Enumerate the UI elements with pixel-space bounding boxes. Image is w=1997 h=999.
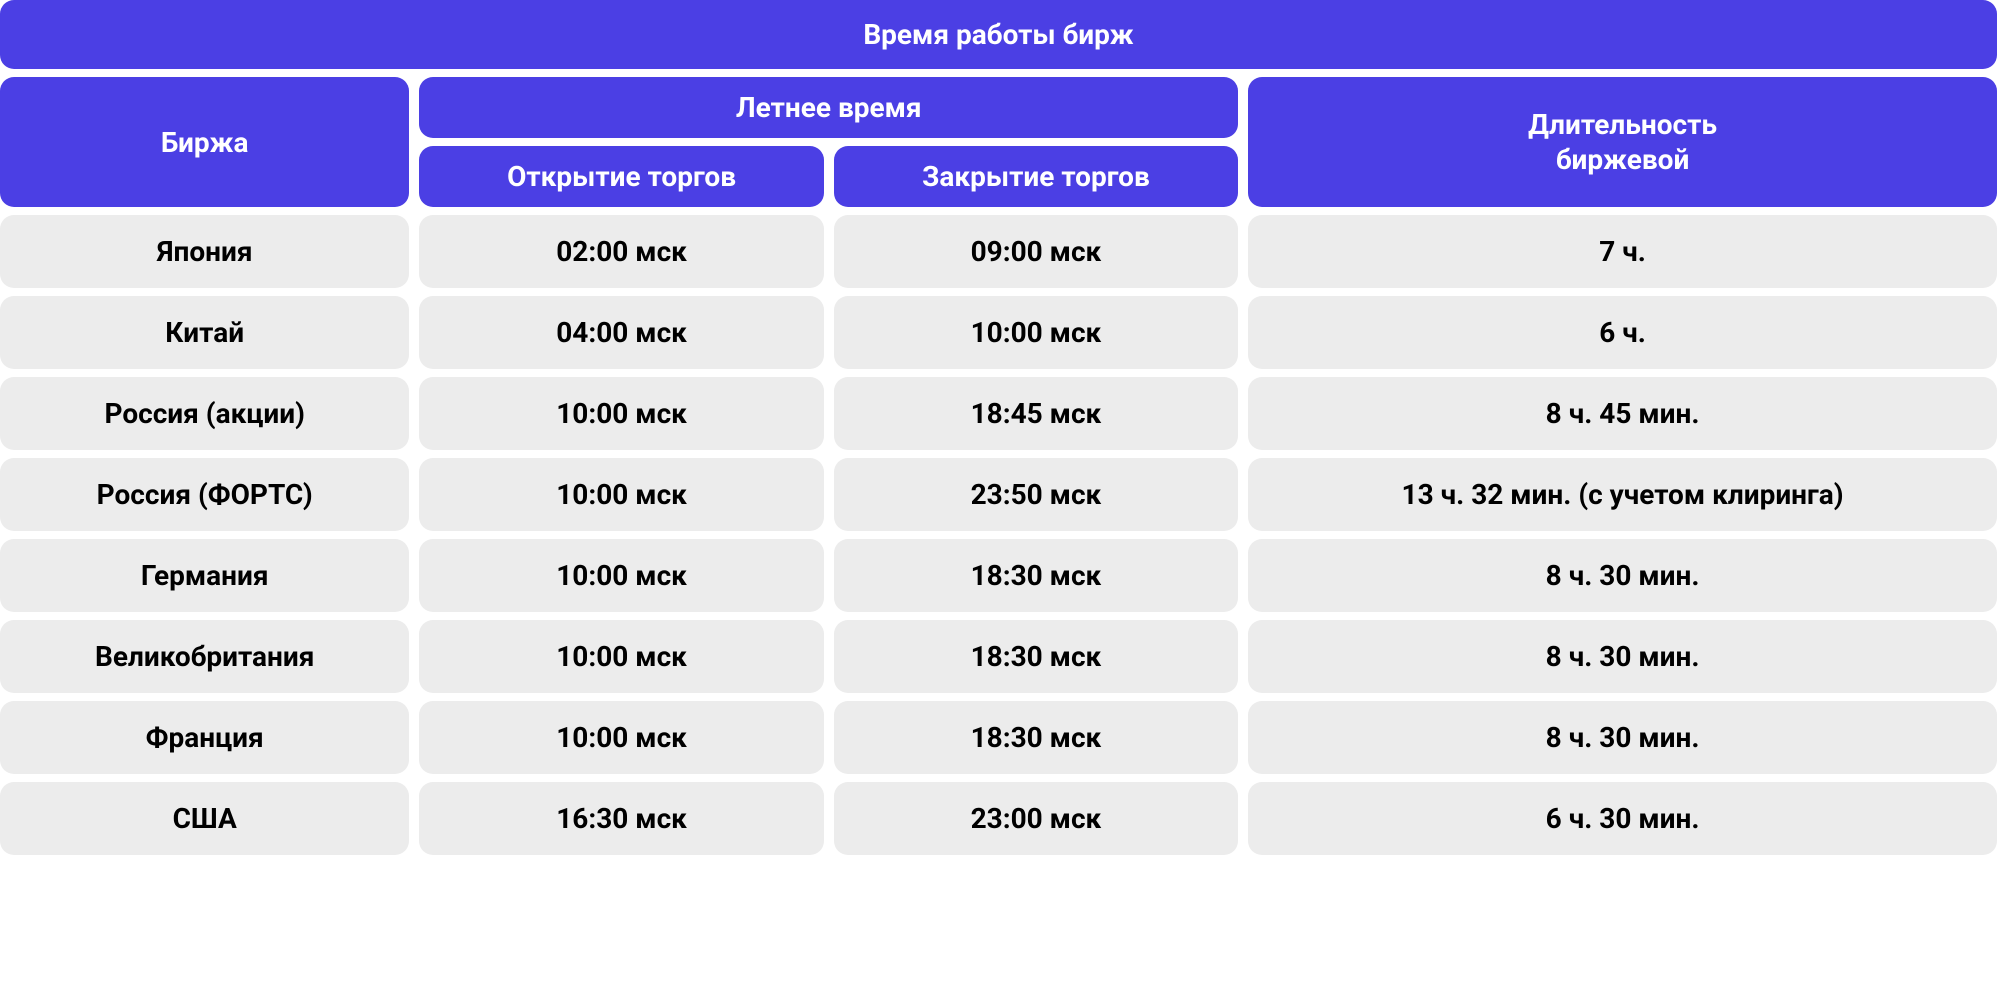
cell-open: 10:00 мск <box>419 377 823 450</box>
cell-open: 10:00 мск <box>419 701 823 774</box>
cell-exchange: Россия (акции) <box>0 377 409 450</box>
cell-exchange: Россия (ФОРТС) <box>0 458 409 531</box>
cell-exchange: Германия <box>0 539 409 612</box>
table-row: Япония 02:00 мск 09:00 мск 7 ч. <box>0 215 1997 288</box>
header-summer-time: Летнее время <box>419 77 1238 138</box>
table-row: Германия 10:00 мск 18:30 мск 8 ч. 30 мин… <box>0 539 1997 612</box>
header-duration: Длительность биржевой <box>1248 77 1997 207</box>
cell-exchange: США <box>0 782 409 855</box>
cell-close: 18:30 мск <box>834 539 1238 612</box>
cell-duration: 13 ч. 32 мин. (с учетом клиринга) <box>1248 458 1997 531</box>
cell-duration: 8 ч. 30 мин. <box>1248 620 1997 693</box>
cell-open: 16:30 мск <box>419 782 823 855</box>
table-row: Китай 04:00 мск 10:00 мск 6 ч. <box>0 296 1997 369</box>
cell-duration: 6 ч. 30 мин. <box>1248 782 1997 855</box>
header-duration-line2: биржевой <box>1556 143 1690 176</box>
cell-duration: 7 ч. <box>1248 215 1997 288</box>
cell-close: 18:30 мск <box>834 701 1238 774</box>
cell-open: 10:00 мск <box>419 539 823 612</box>
cell-duration: 8 ч. 30 мин. <box>1248 539 1997 612</box>
table-row: Россия (ФОРТС) 10:00 мск 23:50 мск 13 ч.… <box>0 458 1997 531</box>
cell-duration: 8 ч. 30 мин. <box>1248 701 1997 774</box>
cell-open: 04:00 мск <box>419 296 823 369</box>
table-title: Время работы бирж <box>0 0 1997 69</box>
table-header: Биржа Летнее время Открытие торгов Закры… <box>0 77 1997 207</box>
cell-close: 10:00 мск <box>834 296 1238 369</box>
cell-open: 02:00 мск <box>419 215 823 288</box>
table-row: Великобритания 10:00 мск 18:30 мск 8 ч. … <box>0 620 1997 693</box>
cell-open: 10:00 мск <box>419 620 823 693</box>
exchange-hours-table: Время работы бирж Биржа Летнее время Отк… <box>0 0 1997 855</box>
header-close: Закрытие торгов <box>834 146 1238 207</box>
cell-close: 23:50 мск <box>834 458 1238 531</box>
cell-close: 18:30 мск <box>834 620 1238 693</box>
cell-close: 18:45 мск <box>834 377 1238 450</box>
cell-close: 09:00 мск <box>834 215 1238 288</box>
cell-exchange: Великобритания <box>0 620 409 693</box>
cell-duration: 8 ч. 45 мин. <box>1248 377 1997 450</box>
table-row: Россия (акции) 10:00 мск 18:45 мск 8 ч. … <box>0 377 1997 450</box>
cell-duration: 6 ч. <box>1248 296 1997 369</box>
cell-exchange: Япония <box>0 215 409 288</box>
cell-close: 23:00 мск <box>834 782 1238 855</box>
header-exchange: Биржа <box>0 77 409 207</box>
header-summer-group: Летнее время Открытие торгов Закрытие то… <box>419 77 1238 207</box>
table-row: США 16:30 мск 23:00 мск 6 ч. 30 мин. <box>0 782 1997 855</box>
header-duration-line1: Длительность <box>1528 108 1717 141</box>
cell-exchange: Франция <box>0 701 409 774</box>
cell-open: 10:00 мск <box>419 458 823 531</box>
header-open: Открытие торгов <box>419 146 823 207</box>
cell-exchange: Китай <box>0 296 409 369</box>
table-row: Франция 10:00 мск 18:30 мск 8 ч. 30 мин. <box>0 701 1997 774</box>
